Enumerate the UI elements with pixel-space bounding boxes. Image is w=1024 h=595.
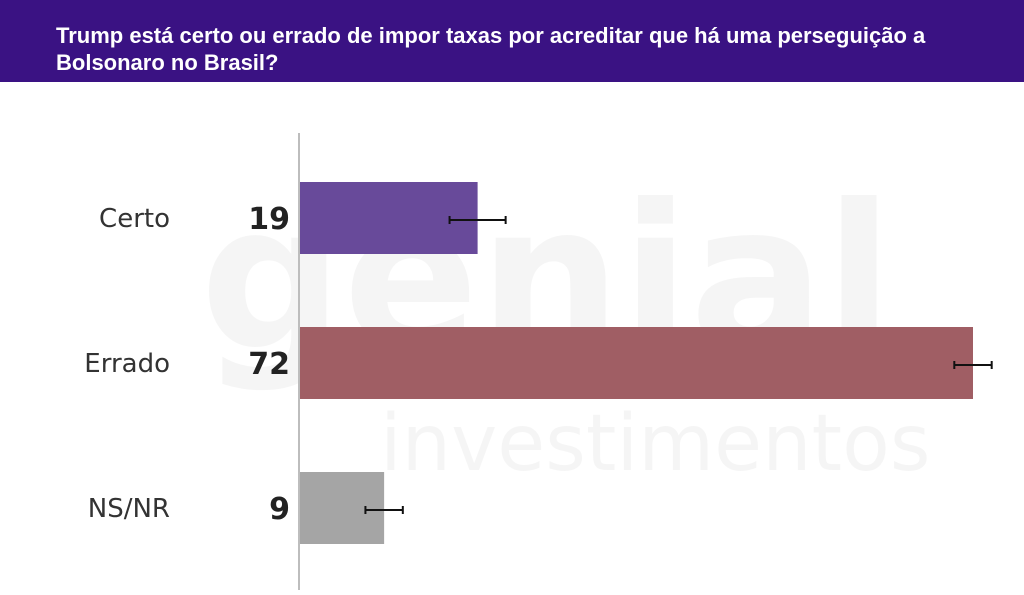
bars-layer: Certo 19 Errado 72 NS/NR 9	[84, 182, 993, 544]
chart-svg: genial investimentos Certo19Errado72NS/N…	[84, 133, 993, 590]
value-label-2: 9	[269, 492, 290, 527]
chart-title: Trump está certo ou errado de impor taxa…	[56, 23, 926, 75]
value-label-1: 72	[248, 347, 290, 382]
title-banner: Trump está certo ou errado de impor taxa…	[0, 0, 1024, 82]
category-label-0: Certo	[99, 204, 170, 234]
category-label-2: NS/NR	[88, 494, 170, 524]
bar-1	[300, 327, 973, 399]
watermark-subtitle: investimentos	[380, 399, 931, 489]
bar-chart: genial investimentos Certo19Errado72NS/N…	[0, 82, 1024, 590]
value-label-0: 19	[248, 202, 290, 237]
category-label-1: Errado	[84, 349, 170, 379]
bar-2	[300, 472, 385, 544]
bar-0	[300, 182, 478, 254]
